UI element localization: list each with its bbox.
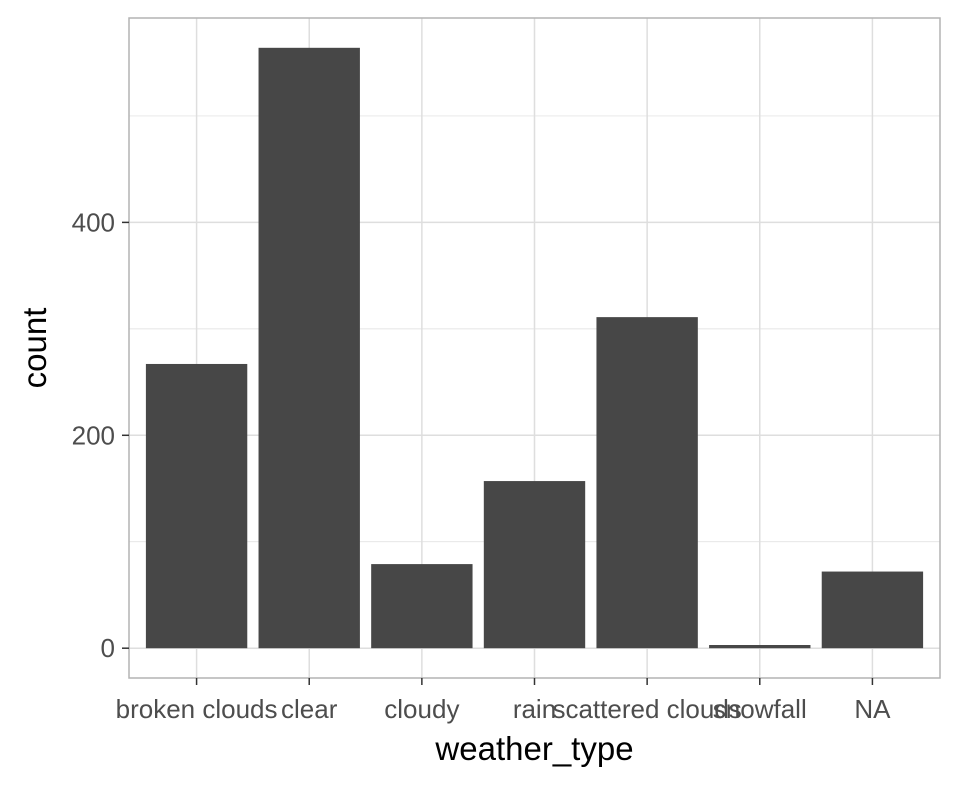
- bars: [145, 47, 924, 649]
- x-tick-label: broken clouds: [116, 694, 278, 724]
- x-tick-label: rain: [513, 694, 556, 724]
- y-tick-label: 400: [72, 207, 115, 237]
- bar-na: [821, 571, 924, 649]
- x-axis-title: weather_type: [434, 730, 633, 767]
- x-tick-label: NA: [854, 694, 891, 724]
- bar-scattered-clouds: [596, 317, 698, 649]
- bar-broken-clouds: [145, 363, 248, 649]
- x-tick-label: clear: [281, 694, 338, 724]
- y-tick-label: 0: [101, 633, 115, 663]
- axis-ticks: 0 200 400 broken clouds clear cloudy rainscatt…: [72, 207, 892, 724]
- bar-rain: [483, 481, 586, 649]
- x-tick-label: cloudy: [384, 694, 459, 724]
- bar-clear: [258, 47, 360, 649]
- x-tick-label: snowfall: [713, 694, 807, 724]
- y-axis-title: count: [16, 308, 53, 389]
- bar-cloudy: [371, 564, 473, 649]
- x-tick-label: scattered clouds: [552, 694, 741, 724]
- y-tick-label: 200: [72, 420, 115, 450]
- bar-snowfall: [709, 645, 811, 649]
